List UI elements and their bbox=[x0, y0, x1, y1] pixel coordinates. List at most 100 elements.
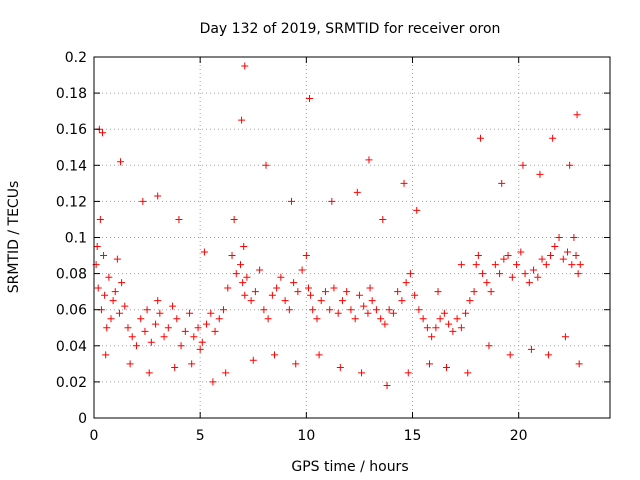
data-point bbox=[190, 333, 198, 341]
chart-title: Day 132 of 2019, SRMTID for receiver oro… bbox=[200, 21, 501, 37]
data-point bbox=[270, 351, 278, 359]
data-point bbox=[102, 351, 110, 359]
data-point bbox=[241, 291, 249, 299]
data-point bbox=[156, 309, 164, 317]
data-point bbox=[237, 261, 245, 269]
data-point bbox=[121, 302, 129, 310]
data-point bbox=[126, 360, 134, 368]
data-point bbox=[326, 306, 334, 314]
y-tick-label: 0.12 bbox=[56, 194, 87, 210]
data-point bbox=[107, 315, 115, 323]
data-point bbox=[277, 273, 285, 281]
data-point bbox=[383, 382, 391, 390]
data-point bbox=[94, 284, 102, 292]
data-point bbox=[328, 197, 336, 205]
data-point bbox=[321, 288, 329, 296]
data-point bbox=[415, 306, 423, 314]
data-point bbox=[527, 345, 535, 353]
data-point bbox=[171, 363, 179, 371]
data-point bbox=[365, 156, 373, 164]
data-point bbox=[188, 360, 196, 368]
data-point bbox=[419, 315, 427, 323]
data-point bbox=[281, 297, 289, 305]
data-point bbox=[306, 95, 314, 103]
data-point bbox=[347, 306, 355, 314]
data-point bbox=[154, 297, 162, 305]
data-point bbox=[368, 297, 376, 305]
data-point bbox=[400, 179, 408, 187]
data-point bbox=[128, 333, 136, 341]
y-tick-label: 0.08 bbox=[56, 267, 87, 283]
data-point bbox=[147, 338, 155, 346]
data-point bbox=[247, 297, 255, 305]
data-point bbox=[536, 170, 544, 178]
data-points bbox=[92, 62, 584, 390]
data-point bbox=[228, 252, 236, 260]
x-tick-label: 10 bbox=[297, 428, 315, 444]
data-point bbox=[113, 255, 121, 263]
data-point bbox=[194, 324, 202, 332]
data-point bbox=[521, 270, 529, 278]
data-point bbox=[330, 284, 338, 292]
data-point bbox=[406, 270, 414, 278]
data-point bbox=[453, 315, 461, 323]
data-point bbox=[211, 327, 219, 335]
y-tick-label: 0.02 bbox=[56, 375, 87, 391]
data-point bbox=[355, 291, 363, 299]
data-point bbox=[353, 188, 361, 196]
axis-ticks: 0 0.02 0.04 0.06 0.08 0.1 0.12 0.14 0.16 0.18 0.2 0… bbox=[56, 50, 610, 444]
data-point bbox=[575, 360, 583, 368]
data-point bbox=[517, 248, 525, 256]
data-point bbox=[413, 206, 421, 214]
data-point bbox=[483, 279, 491, 287]
data-point bbox=[93, 243, 101, 251]
data-point bbox=[230, 215, 238, 223]
data-point bbox=[203, 320, 211, 328]
data-point bbox=[564, 248, 572, 256]
data-point bbox=[98, 129, 106, 137]
data-point bbox=[238, 116, 246, 124]
data-point bbox=[243, 273, 251, 281]
data-point bbox=[573, 111, 581, 119]
data-point bbox=[436, 315, 444, 323]
data-point bbox=[568, 261, 576, 269]
data-point bbox=[143, 306, 151, 314]
y-tick-label: 0.04 bbox=[56, 339, 87, 355]
data-point bbox=[154, 192, 162, 200]
data-point bbox=[198, 338, 206, 346]
data-point bbox=[175, 215, 183, 223]
data-point bbox=[504, 252, 512, 260]
data-point bbox=[464, 369, 472, 377]
data-point bbox=[273, 284, 281, 292]
data-point bbox=[479, 270, 487, 278]
data-point bbox=[428, 333, 436, 341]
data-point bbox=[292, 360, 300, 368]
data-point bbox=[542, 261, 550, 269]
data-point bbox=[449, 327, 457, 335]
data-point bbox=[457, 324, 465, 332]
data-point bbox=[364, 309, 372, 317]
data-point bbox=[555, 234, 563, 241]
grid-lines bbox=[94, 57, 610, 418]
data-point bbox=[525, 279, 533, 287]
data-point bbox=[476, 134, 484, 142]
data-point bbox=[232, 270, 240, 278]
data-point bbox=[472, 261, 480, 269]
data-point bbox=[290, 279, 298, 287]
x-tick-label: 0 bbox=[90, 428, 99, 444]
x-tick-label: 15 bbox=[404, 428, 422, 444]
data-point bbox=[307, 291, 315, 299]
data-point bbox=[264, 315, 272, 323]
x-tick-label: 20 bbox=[510, 428, 528, 444]
data-point bbox=[239, 279, 247, 287]
data-point bbox=[115, 309, 123, 317]
data-point bbox=[423, 324, 431, 332]
data-point bbox=[313, 315, 321, 323]
data-point bbox=[222, 369, 230, 377]
plot-frame bbox=[93, 56, 611, 419]
y-tick-label: 0.16 bbox=[56, 122, 87, 138]
data-point bbox=[315, 351, 323, 359]
data-point bbox=[372, 306, 380, 314]
data-point bbox=[109, 297, 117, 305]
data-point bbox=[466, 297, 474, 305]
